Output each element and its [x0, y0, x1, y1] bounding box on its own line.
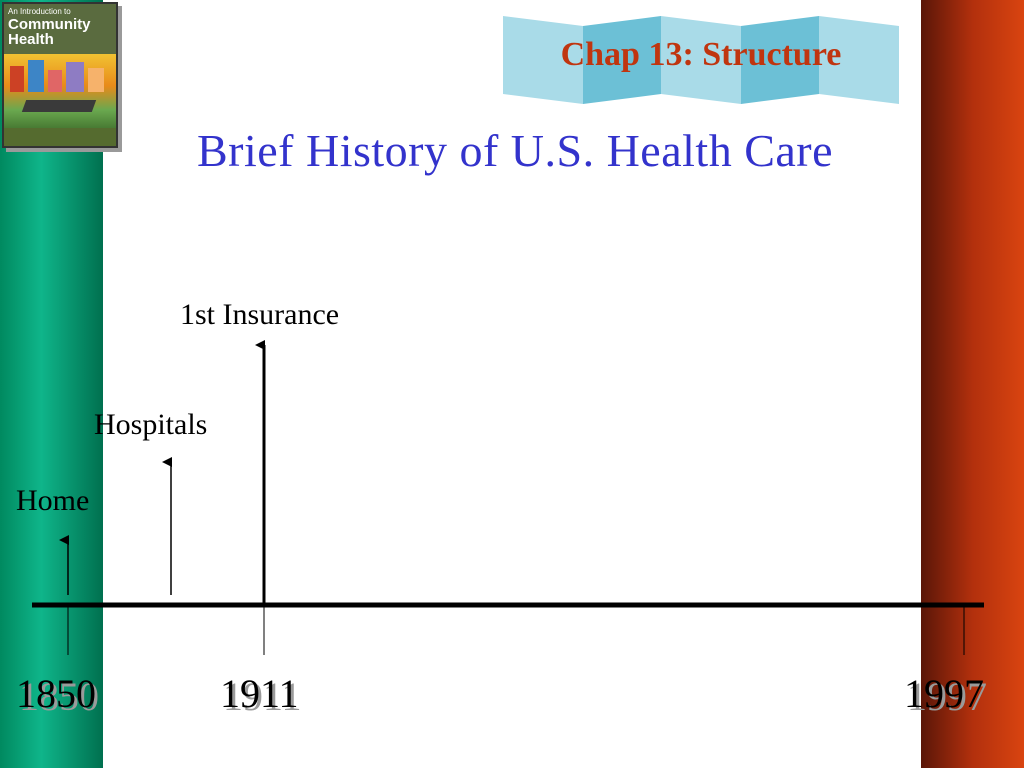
book-cover-title: An Introduction to Community Health	[8, 7, 112, 48]
banner-panel	[583, 16, 661, 104]
book-cover-line3: Health	[8, 30, 54, 48]
book-building	[48, 70, 62, 92]
year-label-1850: 1850	[16, 671, 96, 716]
book-cover-line2: Community	[8, 15, 91, 33]
banner-panel	[503, 16, 583, 104]
banner-panel	[741, 16, 819, 104]
year-label-1911: 1911	[220, 671, 299, 716]
book-building	[66, 62, 84, 92]
banner-panel	[661, 16, 741, 104]
right-decorative-bar	[921, 0, 1024, 768]
banner-panel	[819, 16, 899, 104]
slide-title: Brief History of U.S. Health Care	[196, 125, 834, 176]
book-authors-strip	[4, 128, 116, 146]
event-label-insurance: 1st Insurance	[180, 298, 340, 331]
chapter-title: Chap 13: Structure	[560, 36, 842, 73]
year-label-1997: 1997	[904, 671, 984, 716]
event-label-hospitals: Hospitals	[94, 408, 208, 441]
event-label-home: Home	[16, 484, 90, 517]
book-building	[10, 66, 24, 92]
book-building	[28, 60, 44, 92]
book-cover-line1: An Introduction to	[8, 7, 71, 16]
book-cover-image: An Introduction to Community Health	[2, 2, 118, 148]
book-building	[88, 68, 104, 92]
chapter-banner	[503, 16, 899, 104]
